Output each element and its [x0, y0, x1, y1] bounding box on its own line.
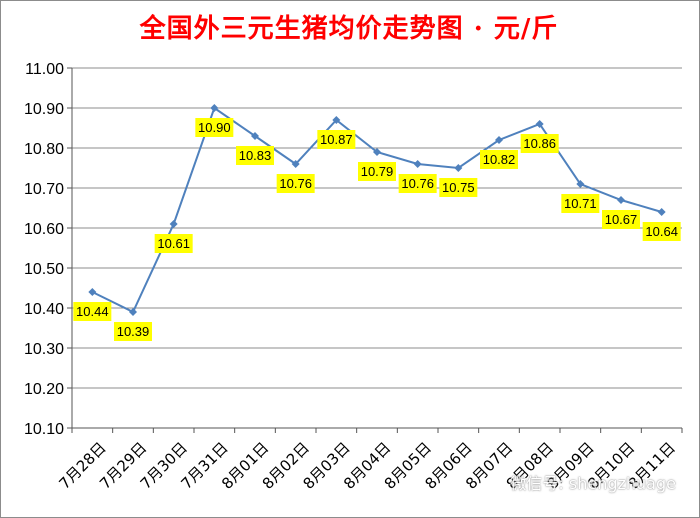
- y-tick-label: 11.00: [25, 61, 64, 78]
- watermark-text: 微信号: shengzhuage: [510, 474, 676, 493]
- data-label: 10.67: [605, 212, 638, 227]
- data-label-box: [480, 150, 518, 169]
- data-point: [251, 132, 259, 140]
- y-tick-label: 10.70: [24, 181, 64, 198]
- y-tick-label: 10.50: [24, 261, 64, 278]
- y-tick-label: 10.10: [24, 421, 64, 438]
- data-label-box: [154, 234, 193, 253]
- data-label: 10.76: [401, 176, 434, 191]
- y-tick-labels: 10.10 10.20 10.30 10.40 10.50 10.60 10.70 10.80…: [24, 61, 64, 438]
- data-point: [454, 164, 463, 172]
- data-labels: 10.44 10.39 10.61 10.90 10.83 10.76 10.87 10.79…: [73, 118, 681, 341]
- data-label: 10.86: [523, 136, 556, 151]
- y-tick-label: 10.20: [24, 381, 64, 398]
- chart-title: 全国外三元生猪均价走势图 · 元/斤: [139, 14, 559, 44]
- y-tick-label: 10.60: [24, 221, 64, 238]
- gridlines: [72, 67, 682, 389]
- y-tick-label: 10.80: [24, 141, 64, 158]
- data-point: [332, 116, 341, 124]
- data-label: 10.79: [361, 164, 394, 179]
- data-point: [129, 308, 137, 316]
- data-label: 10.82: [483, 152, 516, 167]
- data-label: 10.75: [442, 180, 475, 195]
- data-label-box: [276, 174, 315, 193]
- data-point: [169, 220, 178, 228]
- data-label-box: [236, 146, 274, 165]
- data-point: [291, 160, 300, 168]
- data-point: [657, 208, 666, 216]
- data-point: [576, 180, 585, 188]
- data-label: 10.64: [645, 224, 678, 239]
- data-points: [88, 104, 666, 316]
- data-point: [88, 288, 97, 296]
- data-label-box: [114, 322, 152, 341]
- data-label: 10.76: [279, 176, 312, 191]
- data-point: [617, 196, 625, 204]
- y-tick-label: 10.30: [24, 341, 64, 358]
- data-label-box: [439, 178, 478, 197]
- data-label-box: [358, 162, 396, 181]
- data-label: 10.44: [76, 304, 109, 319]
- data-point: [495, 136, 503, 144]
- data-label: 10.71: [564, 196, 597, 211]
- data-label: 10.61: [157, 236, 190, 251]
- axes: [67, 67, 683, 433]
- y-tick-label: 10.40: [24, 301, 64, 318]
- data-label: 10.83: [239, 148, 272, 163]
- data-label-box: [398, 174, 437, 193]
- data-point: [373, 148, 381, 156]
- data-label: 10.39: [117, 324, 150, 339]
- data-label-box: [317, 130, 356, 149]
- data-label-box: [561, 194, 600, 213]
- data-label-box: [195, 118, 234, 137]
- data-point: [210, 104, 219, 112]
- data-point: [535, 120, 544, 128]
- data-label-box: [520, 134, 559, 153]
- y-tick-label: 10.90: [24, 101, 64, 118]
- data-label-box: [73, 302, 112, 321]
- data-label: 10.87: [320, 132, 353, 147]
- data-label-box: [602, 210, 640, 229]
- data-point: [413, 160, 422, 168]
- data-label: 10.90: [198, 120, 231, 135]
- data-label-box: [642, 222, 681, 241]
